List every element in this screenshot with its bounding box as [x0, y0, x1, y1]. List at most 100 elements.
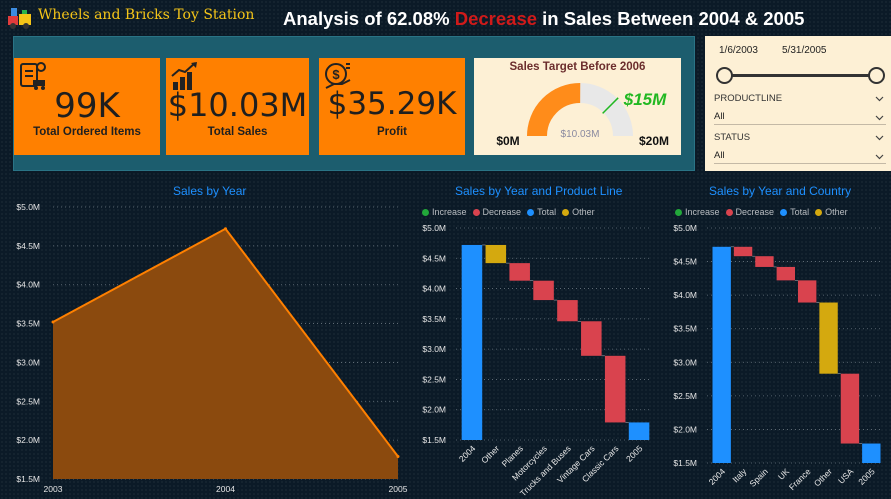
- waterfall-bar-total[interactable]: [628, 422, 650, 440]
- chart-legend: Increase Decrease Total Other: [675, 207, 851, 217]
- waterfall-bar-decrease[interactable]: [509, 263, 530, 281]
- sales-by-country-chart[interactable]: $1.5M $2.0M $2.5M $3.0M $3.5M $4.0M $4.5M $5.0M…: [668, 218, 891, 499]
- legend-other: Other: [815, 207, 848, 217]
- legend-total: Total: [780, 207, 809, 217]
- gauge-fill: [527, 83, 581, 137]
- end-date-input[interactable]: 5/31/2005: [777, 42, 832, 62]
- waterfall-bar-decrease[interactable]: [533, 280, 554, 301]
- y-tick-label: $2.0M: [673, 424, 697, 434]
- sales-by-year-chart[interactable]: $1.5M $2.0M $2.5M $3.0M $3.5M $4.0M $4.5M $5.0M…: [0, 198, 415, 499]
- y-tick-label: $4.0M: [673, 290, 697, 300]
- x-tick-label: France: [787, 466, 813, 492]
- sales-by-productline-chart[interactable]: $1.5M $2.0M $2.5M $3.0M $3.5M $4.0M $4.5M $5.0M…: [415, 218, 660, 499]
- chart-title: Sales by Year: [173, 184, 247, 198]
- chart-legend: Increase Decrease Total Other: [422, 207, 598, 217]
- x-tick-label: UK: [776, 466, 792, 482]
- y-tick-label: $2.0M: [16, 435, 40, 445]
- toy-logo-icon: [8, 8, 31, 29]
- status-title: STATUS: [714, 132, 751, 143]
- legend-increase: Increase: [675, 207, 720, 217]
- gauge-chart: $0M $20M $10.03M $15M: [496, 83, 669, 148]
- status-filter-header[interactable]: STATUS: [714, 132, 886, 143]
- x-tick-label: 2005: [389, 484, 408, 494]
- x-tick-label: 2004: [216, 484, 235, 494]
- chevron-down-icon: [875, 115, 884, 121]
- x-tick-label: 2003: [44, 484, 63, 494]
- y-tick-label: $2.5M: [422, 374, 446, 384]
- svg-text:$: $: [332, 67, 340, 82]
- waterfall-bar-decrease[interactable]: [797, 280, 817, 303]
- legend-total: Total: [527, 207, 556, 217]
- brand-name: Wheels and Bricks Toy Station: [38, 7, 255, 23]
- kpi-value: 99K: [54, 86, 120, 126]
- waterfall-bar-total[interactable]: [862, 443, 881, 463]
- x-tick-label: 2005: [624, 443, 645, 464]
- data-point[interactable]: [396, 454, 400, 458]
- area-fill: [53, 228, 398, 479]
- y-tick-label: $5.0M: [422, 223, 446, 233]
- y-tick-label: $1.5M: [673, 458, 697, 468]
- y-tick-label: $5.0M: [673, 223, 697, 233]
- waterfall-bar-other[interactable]: [485, 244, 507, 264]
- y-tick-label: $4.5M: [16, 241, 40, 251]
- waterfall-bar-decrease[interactable]: [733, 246, 753, 257]
- x-tick-label: Other: [479, 443, 501, 465]
- productline-filter-header[interactable]: PRODUCTLINE: [714, 93, 886, 104]
- y-tick-label: $2.5M: [673, 391, 697, 401]
- waterfall-bar-decrease[interactable]: [604, 355, 626, 423]
- page-headline: Analysis of 62.08% Decrease in Sales Bet…: [283, 8, 804, 30]
- waterfall-bar-decrease[interactable]: [776, 266, 796, 281]
- data-point[interactable]: [51, 320, 55, 324]
- y-tick-label: $2.0M: [422, 405, 446, 415]
- waterfall-bar-total[interactable]: [712, 246, 731, 463]
- filter-slicer: 1/6/2003 5/31/2005 PRODUCTLINE All STATU…: [705, 36, 891, 171]
- waterfall-bar-other[interactable]: [819, 302, 838, 374]
- kpi-card-profit[interactable]: $ $35.29K Profit: [319, 58, 465, 155]
- waterfall-bar-total[interactable]: [461, 244, 483, 440]
- sales-target-gauge[interactable]: Sales Target Before 2006 $0M $20M $10.03…: [474, 58, 681, 155]
- legend-other: Other: [562, 207, 595, 217]
- x-tick-label: USA: [836, 466, 856, 486]
- productline-dropdown[interactable]: All: [714, 111, 886, 125]
- waterfall-bar-decrease[interactable]: [840, 373, 860, 444]
- headline-highlight: Decrease: [454, 8, 538, 29]
- y-tick-label: $3.5M: [422, 314, 446, 324]
- chart-title: Sales by Year and Country: [709, 184, 852, 198]
- y-tick-label: $4.5M: [422, 253, 446, 263]
- status-dropdown[interactable]: All: [714, 150, 886, 164]
- y-tick-label: $3.5M: [16, 319, 40, 329]
- gauge-min-label: $0M: [496, 134, 519, 148]
- status-selected: All: [714, 150, 725, 161]
- chevron-down-icon: [875, 154, 884, 160]
- date-range-slider[interactable]: [725, 74, 877, 77]
- y-tick-label: $4.5M: [673, 257, 697, 267]
- y-tick-label: $5.0M: [16, 202, 40, 212]
- kpi-label: Total Sales: [207, 126, 268, 138]
- y-tick-label: $3.0M: [422, 344, 446, 354]
- waterfall-bar-decrease[interactable]: [581, 321, 602, 356]
- gauge-max-label: $20M: [639, 134, 669, 148]
- waterfall-bar-decrease[interactable]: [557, 300, 578, 322]
- data-point[interactable]: [224, 227, 227, 231]
- kpi-label: Profit: [376, 126, 408, 138]
- chevron-down-icon[interactable]: [875, 133, 884, 142]
- y-tick-label: $3.5M: [673, 324, 697, 334]
- y-tick-label: $3.0M: [16, 357, 40, 367]
- x-tick-label: 2005: [856, 466, 877, 487]
- kpi-label: Total Ordered Items: [33, 126, 141, 138]
- x-tick-label: 2004: [457, 443, 478, 464]
- kpi-value: $35.29K: [327, 86, 457, 122]
- legend-decrease: Decrease: [725, 207, 774, 217]
- slider-end-handle[interactable]: [868, 67, 885, 84]
- x-tick-label: 2004: [707, 466, 728, 487]
- productline-selected: All: [714, 111, 725, 122]
- slider-start-handle[interactable]: [716, 67, 733, 84]
- kpi-card-total-sales[interactable]: $10.03M Total Sales: [166, 58, 309, 155]
- kpi-value: $10.03M: [167, 86, 308, 124]
- waterfall-bar-decrease[interactable]: [755, 256, 774, 267]
- kpi-card-ordered-items[interactable]: 99K Total Ordered Items: [14, 58, 160, 155]
- gauge-title: Sales Target Before 2006: [509, 61, 646, 73]
- start-date-input[interactable]: 1/6/2003: [714, 42, 763, 62]
- chevron-down-icon[interactable]: [875, 94, 884, 103]
- x-tick-label: Spain: [747, 466, 770, 489]
